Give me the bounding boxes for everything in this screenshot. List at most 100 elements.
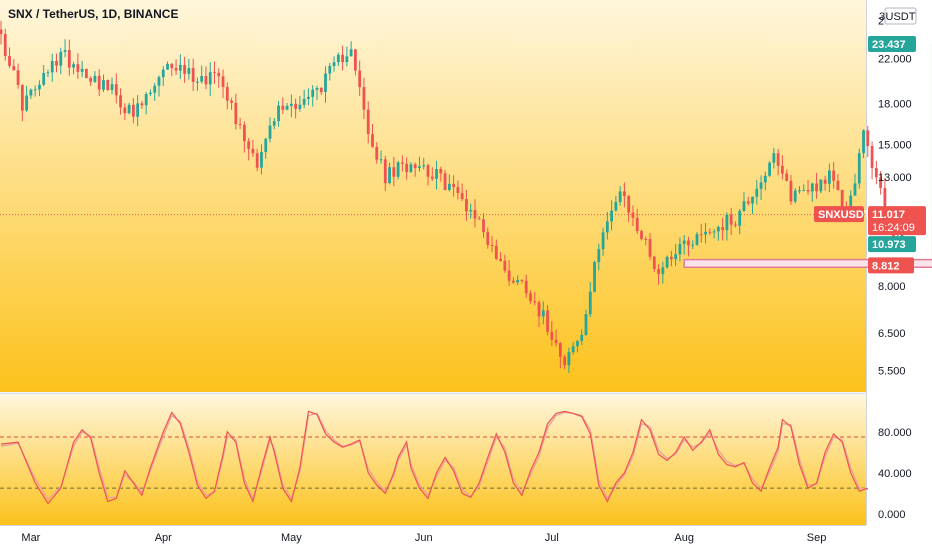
candle-body <box>328 66 332 74</box>
candle <box>712 229 716 239</box>
candle <box>435 160 438 190</box>
candle <box>16 63 20 89</box>
candle <box>123 103 127 121</box>
candle <box>469 203 473 219</box>
candle <box>161 66 165 86</box>
candle <box>25 85 29 112</box>
candle-body <box>827 170 831 184</box>
candle <box>20 84 24 122</box>
candle-body <box>699 234 703 236</box>
candle-body <box>712 231 716 233</box>
candle-body <box>669 256 673 260</box>
candle-body <box>277 105 280 122</box>
candle-body <box>494 245 498 259</box>
candle-body <box>418 166 421 169</box>
candle-body <box>768 162 771 176</box>
candle <box>644 236 648 246</box>
candle <box>823 175 827 191</box>
candle-body <box>486 232 490 246</box>
symbol-label: SNXUSDT <box>814 206 871 223</box>
candle <box>490 236 494 253</box>
candle <box>272 117 276 130</box>
candle-body <box>409 164 413 173</box>
candle-body <box>439 168 443 174</box>
candle-body <box>114 84 118 96</box>
symbol-label-text: SNXUSDT <box>818 209 871 221</box>
candle <box>63 39 67 58</box>
last-price-label-bg <box>868 206 926 236</box>
candle <box>400 155 404 172</box>
candle-body <box>80 68 84 72</box>
currency-button-frame[interactable] <box>884 7 917 25</box>
candle-body <box>0 29 3 35</box>
candle <box>319 86 323 95</box>
candle-body <box>802 190 806 192</box>
entry-price-label: 10.973 <box>868 236 916 253</box>
candle <box>763 171 767 191</box>
candle <box>33 85 37 97</box>
candle <box>110 77 114 95</box>
candle <box>200 65 204 84</box>
target-price-label-text: 23.437 <box>872 39 906 51</box>
time-tick-label: Sep <box>807 532 827 544</box>
candle-body <box>85 68 88 79</box>
candle <box>447 174 451 192</box>
candle <box>874 160 878 185</box>
candle-body <box>383 159 387 184</box>
candle <box>230 97 233 110</box>
candle-body <box>755 188 759 197</box>
candle <box>623 182 626 208</box>
candle <box>665 255 669 269</box>
oscillator-tick-label: 40.000 <box>878 468 912 480</box>
support-zone[interactable] <box>683 258 932 269</box>
stop-price-label-bg <box>868 257 914 274</box>
time-scale-background <box>0 525 932 550</box>
candle-body <box>815 183 818 192</box>
price-tick-label: 13.000 <box>878 172 912 184</box>
candle-body <box>110 84 114 90</box>
time-tick-label: Apr <box>155 532 172 544</box>
candle <box>520 279 524 284</box>
price-tick-label: 5.500 <box>878 366 906 378</box>
candle-body <box>823 179 827 184</box>
candle <box>204 66 208 90</box>
candle-body <box>648 238 652 257</box>
candle <box>785 169 789 182</box>
candle <box>443 169 447 191</box>
oscillator-axis[interactable]: 80.000 40.000 0.000 <box>878 427 912 521</box>
candle-body <box>456 187 460 194</box>
candle <box>704 222 707 244</box>
time-tick-label: Mar <box>21 532 40 544</box>
candle-body <box>763 175 767 183</box>
candle-body <box>687 240 690 246</box>
candle <box>648 233 652 261</box>
candle <box>482 213 485 238</box>
candle-body <box>738 210 742 226</box>
candle-body <box>708 231 712 233</box>
candle-body <box>721 227 725 231</box>
candle-body <box>857 153 861 184</box>
support-box[interactable] <box>683 258 932 269</box>
candle-body <box>452 183 456 188</box>
candle-body <box>631 212 635 218</box>
candle <box>375 142 379 164</box>
candle <box>541 301 545 325</box>
candle <box>260 144 263 175</box>
candle <box>734 221 737 228</box>
candle <box>213 61 216 84</box>
candle-body <box>20 84 24 111</box>
candle-body <box>97 75 101 90</box>
candle-body <box>473 210 477 219</box>
candle <box>738 208 742 235</box>
candle-body <box>460 193 464 200</box>
candle-body <box>33 89 37 91</box>
currency-button[interactable]: 3 USDT <box>879 7 917 25</box>
candle-body <box>477 218 481 220</box>
time-axis[interactable]: MarAprMayJunJulAugSepOctNovDec <box>21 532 932 544</box>
candle <box>473 199 477 228</box>
candle <box>580 329 584 346</box>
candle <box>687 236 690 257</box>
price-axis[interactable]: 26.00022.00018.00015.00013.00011.0008.00… <box>878 16 912 378</box>
